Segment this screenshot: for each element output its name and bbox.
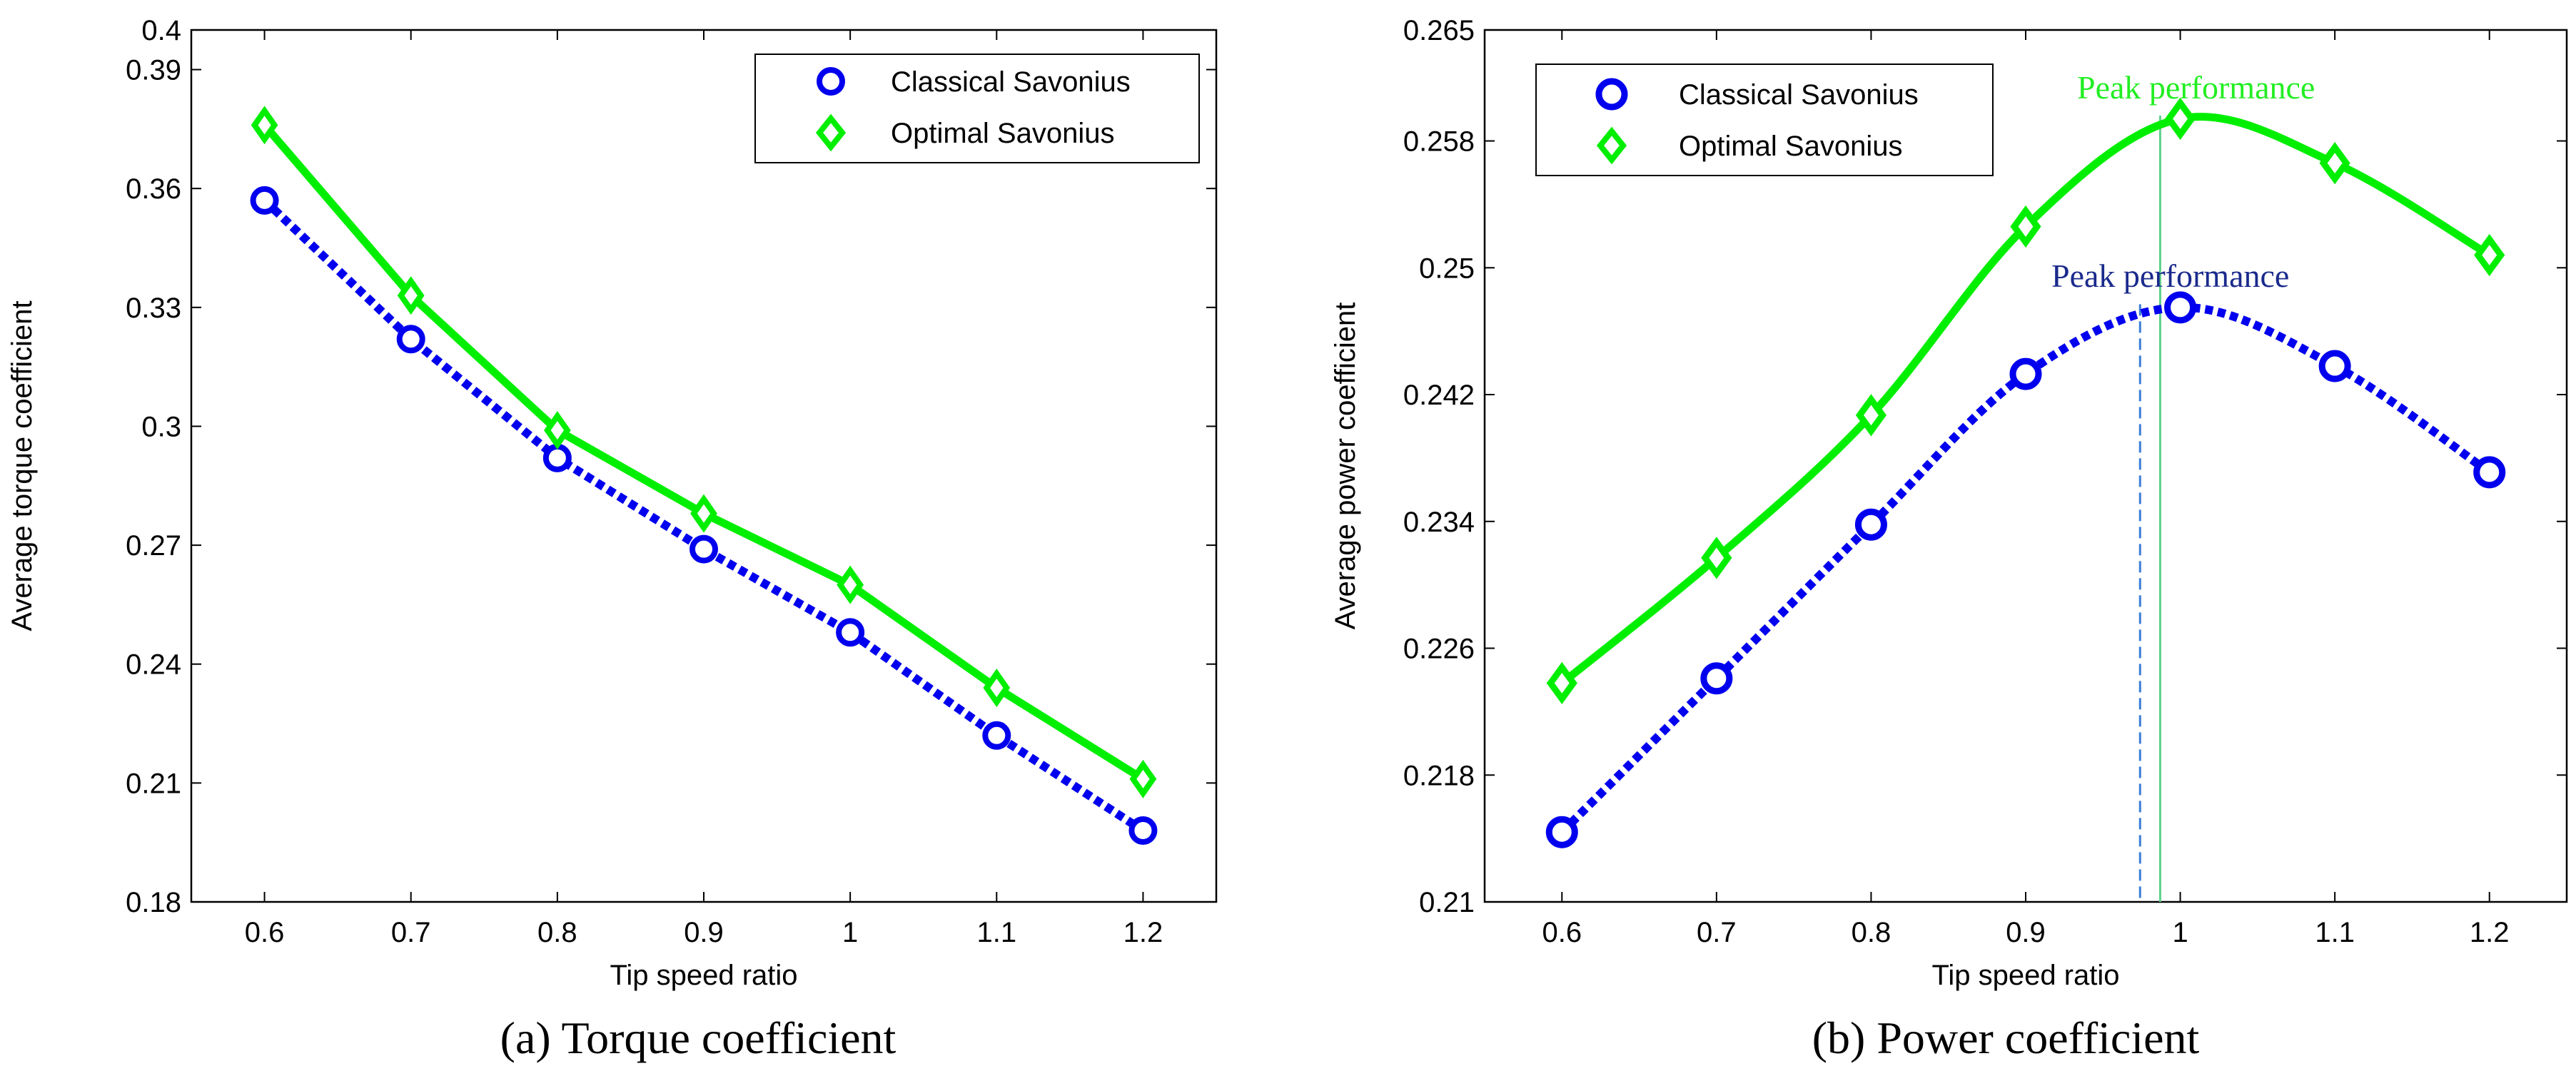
torque-legend-circle-marker (817, 67, 845, 96)
power-xtick-label: 0.6 (1542, 917, 1582, 948)
torque-xtick-label: 0.7 (391, 917, 431, 948)
torque-caption: (a) Torque coefficient (500, 1012, 896, 1063)
torque-optimal-point (983, 669, 1011, 708)
torque-ytick-label: 0.21 (126, 768, 181, 799)
power-classical-point (1700, 662, 1733, 695)
power-optimal-point (2474, 233, 2505, 277)
torque-xtick-label: 1.1 (976, 917, 1016, 948)
power-ytick-label: 0.265 (1403, 15, 1475, 46)
torque-legend-classical: Classical Savonius (891, 66, 1131, 98)
torque-ytick-label: 0.3 (141, 411, 181, 442)
torque-optimal-point (690, 494, 717, 533)
torque-legend-optimal: Optimal Savonius (891, 118, 1114, 149)
torque-ytick-label: 0.24 (126, 649, 181, 681)
power-classical-point (1854, 508, 1887, 541)
torque-classical-point (396, 325, 425, 354)
power-peak-lines (2138, 115, 2161, 902)
power-y-ticks: 0.21 0.218 0.226 0.234 0.242 0.25 0.258 0.265 (1403, 15, 2567, 918)
torque-series (250, 106, 1158, 846)
power-legend: Classical Savonius Optimal Savonius (1535, 64, 1994, 176)
torque-xtick-label: 0.6 (245, 917, 285, 948)
power-classical-point (2318, 350, 2351, 382)
power-legend-optimal: Optimal Savonius (1679, 131, 1902, 162)
power-caption: (b) Power coefficient (1812, 1012, 2200, 1063)
torque-xtick-label: 1.2 (1123, 917, 1163, 948)
torque-legend-diamond-marker (815, 113, 847, 152)
torque-x-axis-label: Tip speed ratio (610, 960, 797, 991)
torque-chart: 0.180.210.240.270.30.330.360.390.4 0.6 0.… (6, 15, 1218, 1063)
power-x-ticks: 0.6 0.7 0.8 0.9 1 1.1 1.2 (1542, 30, 2510, 948)
torque-classical-point (1128, 816, 1158, 846)
torque-xtick-label: 0.9 (684, 917, 724, 948)
torque-optimal-point (837, 565, 864, 604)
torque-ytick-label: 0.4 (141, 15, 181, 46)
power-chart: 0.21 0.218 0.226 0.234 0.242 0.25 0.258 0.265 0… (1330, 15, 2568, 1063)
torque-legend: Classical Savonius Optimal Savonius (754, 54, 1200, 163)
power-xtick-label: 0.7 (1697, 917, 1737, 948)
torque-classical-point (836, 618, 865, 647)
torque-optimal-point (397, 276, 425, 315)
torque-ytick-label: 0.27 (126, 530, 181, 562)
torque-ytick-label: 0.33 (126, 293, 181, 324)
torque-y-axis-label: Average torque coefficient (6, 300, 38, 631)
power-xtick-label: 1.2 (2470, 917, 2510, 948)
torque-ytick-label: 0.36 (126, 173, 181, 205)
power-optimal-point (1546, 661, 1577, 705)
power-classical-point (2164, 291, 2197, 324)
power-optimal-point (2165, 97, 2196, 141)
power-ytick-label: 0.234 (1403, 507, 1475, 538)
torque-classical-point (542, 443, 572, 472)
torque-classical-point (982, 721, 1011, 750)
torque-ytick-label: 0.39 (126, 55, 181, 86)
power-classical-point (2009, 357, 2042, 390)
power-xtick-label: 1 (2172, 917, 2188, 948)
power-ytick-label: 0.226 (1403, 634, 1475, 665)
power-optimal-point (2010, 205, 2041, 248)
torque-optimal-point (1129, 759, 1157, 798)
power-xtick-label: 0.9 (2006, 917, 2046, 948)
power-xtick-label: 1.1 (2315, 917, 2355, 948)
power-legend-diamond-marker (1596, 126, 1627, 165)
torque-classical-point (690, 534, 718, 564)
power-classical-point (1545, 816, 1578, 848)
torque-y-ticks: 0.18 0.21 0.24 0.27 0.3 0.33 0.36 0.39 0.4 (126, 15, 1216, 918)
power-series (1545, 97, 2506, 848)
optimal-peak-annotation: Peak performance (2077, 69, 2315, 106)
power-optimal-point (1701, 537, 1732, 579)
torque-classical-point (250, 186, 279, 215)
torque-x-ticks: 0.6 0.7 0.8 0.9 1 1.1 1.2 (245, 30, 1163, 948)
torque-xtick-label: 0.8 (537, 917, 577, 948)
power-y-axis-label: Average power coefficient (1330, 303, 1361, 630)
torque-plot-frame (190, 29, 1218, 903)
power-ytick-label: 0.25 (1419, 253, 1475, 284)
power-classical-point (2473, 456, 2506, 489)
power-legend-classical: Classical Savonius (1679, 79, 1919, 111)
power-x-axis-label: Tip speed ratio (1931, 960, 2119, 991)
power-optimal-point (2319, 141, 2350, 185)
classical-peak-annotation: Peak performance (2051, 258, 2289, 294)
power-ytick-label: 0.242 (1403, 380, 1475, 411)
power-ytick-label: 0.258 (1403, 126, 1475, 158)
power-legend-circle-marker (1595, 78, 1628, 111)
torque-xtick-label: 1 (842, 917, 858, 948)
power-optimal-point (1855, 394, 1886, 437)
torque-optimal-point (251, 106, 278, 145)
power-xtick-label: 0.8 (1852, 917, 1891, 948)
power-ytick-label: 0.218 (1403, 760, 1475, 791)
power-ytick-label: 0.21 (1419, 887, 1475, 918)
torque-optimal-point (543, 411, 571, 450)
torque-ytick-label: 0.18 (126, 887, 181, 918)
